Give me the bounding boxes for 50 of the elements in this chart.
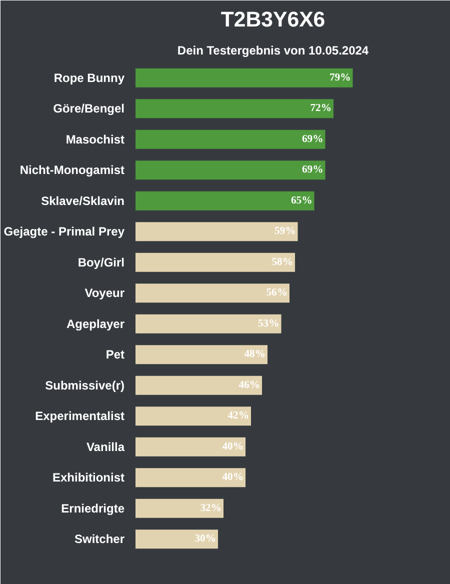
bar <box>136 498 224 518</box>
bar <box>136 314 282 334</box>
bar <box>136 191 314 210</box>
data-label: 56% <box>266 288 288 299</box>
chart-subtitle: Dein Testergebnis von 10.05.2024 <box>177 44 369 58</box>
bar <box>136 530 218 549</box>
data-label: 58% <box>272 256 293 268</box>
y-tick-label: Pet <box>106 348 125 362</box>
bar <box>136 468 246 488</box>
bar <box>136 345 268 364</box>
data-label: 46% <box>238 380 260 391</box>
y-tick-label: Erniedrigte <box>61 501 125 516</box>
bar <box>136 376 262 395</box>
data-label: 48% <box>244 349 266 360</box>
bar <box>136 437 246 456</box>
y-tick-label: Masochist <box>66 132 125 146</box>
y-tick-label: Sklave/Sklavin <box>41 194 124 208</box>
bar <box>136 68 353 88</box>
y-tick-label: Göre/Bengel <box>53 102 125 116</box>
data-label: 69% <box>302 134 324 145</box>
data-label: 59% <box>274 226 296 238</box>
bar <box>136 222 298 242</box>
chart-title: T2B3Y6X6 <box>220 8 326 32</box>
y-tick-label: Experimentalist <box>35 409 125 424</box>
y-tick-label: Ageplayer <box>66 316 125 331</box>
bar <box>136 406 251 426</box>
data-label: 30% <box>194 534 216 545</box>
bar <box>136 252 295 272</box>
data-label: 69% <box>302 164 324 176</box>
bar <box>136 99 334 118</box>
data-label: 40% <box>222 472 244 484</box>
data-label: 79% <box>329 72 351 84</box>
data-label: 42% <box>228 410 249 422</box>
y-tick-label: Submissive(r) <box>45 378 125 392</box>
bar <box>136 284 290 303</box>
bar <box>136 130 326 149</box>
y-tick-label: Exhibitionist <box>52 470 125 485</box>
y-tick-label: Nicht-Monogamist <box>20 163 125 178</box>
data-label: 72% <box>310 103 332 114</box>
y-tick-label: Rope Bunny <box>54 70 125 85</box>
bar <box>136 160 326 180</box>
data-label: 53% <box>258 318 280 330</box>
data-label: 40% <box>222 441 244 452</box>
data-label: 32% <box>200 502 222 514</box>
y-tick-label: Vanilla <box>86 440 125 454</box>
y-tick-label: Gejagte - Primal Prey <box>4 224 125 239</box>
y-tick-label: Switcher <box>74 532 125 546</box>
y-tick-label: Boy/Girl <box>78 255 125 270</box>
y-tick-label: Voyeur <box>84 286 125 300</box>
data-label: 65% <box>290 195 312 206</box>
